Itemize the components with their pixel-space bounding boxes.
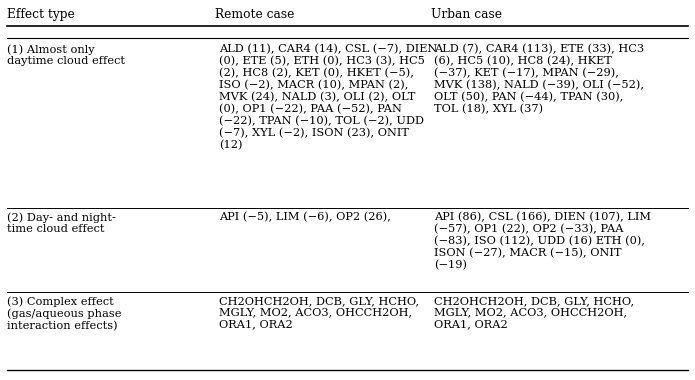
Text: ALD (11), CAR4 (14), CSL (−7), DIEN
(0), ETE (5), ETH (0), HC3 (3), HC5
(2), HC8: ALD (11), CAR4 (14), CSL (−7), DIEN (0),… (219, 44, 437, 150)
Text: (2) Day- and night-
time cloud effect: (2) Day- and night- time cloud effect (7, 212, 116, 234)
Text: Effect type: Effect type (7, 8, 74, 21)
Text: CH2OHCH2OH, DCB, GLY, HCHO,
MGLY, MO2, ACO3, OHCCH2OH,
ORA1, ORA2: CH2OHCH2OH, DCB, GLY, HCHO, MGLY, MO2, A… (219, 296, 419, 329)
Text: ALD (7), CAR4 (113), ETE (33), HC3
(6), HC5 (10), HC8 (24), HKET
(−37), KET (−17: ALD (7), CAR4 (113), ETE (33), HC3 (6), … (434, 44, 644, 114)
Text: API (86), CSL (166), DIEN (107), LIM
(−57), OP1 (22), OP2 (−33), PAA
(−83), ISO : API (86), CSL (166), DIEN (107), LIM (−5… (434, 212, 651, 270)
Text: Urban case: Urban case (431, 8, 502, 21)
Text: Remote case: Remote case (215, 8, 295, 21)
Text: API (−5), LIM (−6), OP2 (26),: API (−5), LIM (−6), OP2 (26), (219, 212, 391, 222)
Text: (3) Complex effect
(gas/aqueous phase
interaction effects): (3) Complex effect (gas/aqueous phase in… (7, 296, 122, 331)
Text: CH2OHCH2OH, DCB, GLY, HCHO,
MGLY, MO2, ACO3, OHCCH2OH,
ORA1, ORA2: CH2OHCH2OH, DCB, GLY, HCHO, MGLY, MO2, A… (434, 296, 635, 329)
Text: (1) Almost only
daytime cloud effect: (1) Almost only daytime cloud effect (7, 44, 125, 66)
